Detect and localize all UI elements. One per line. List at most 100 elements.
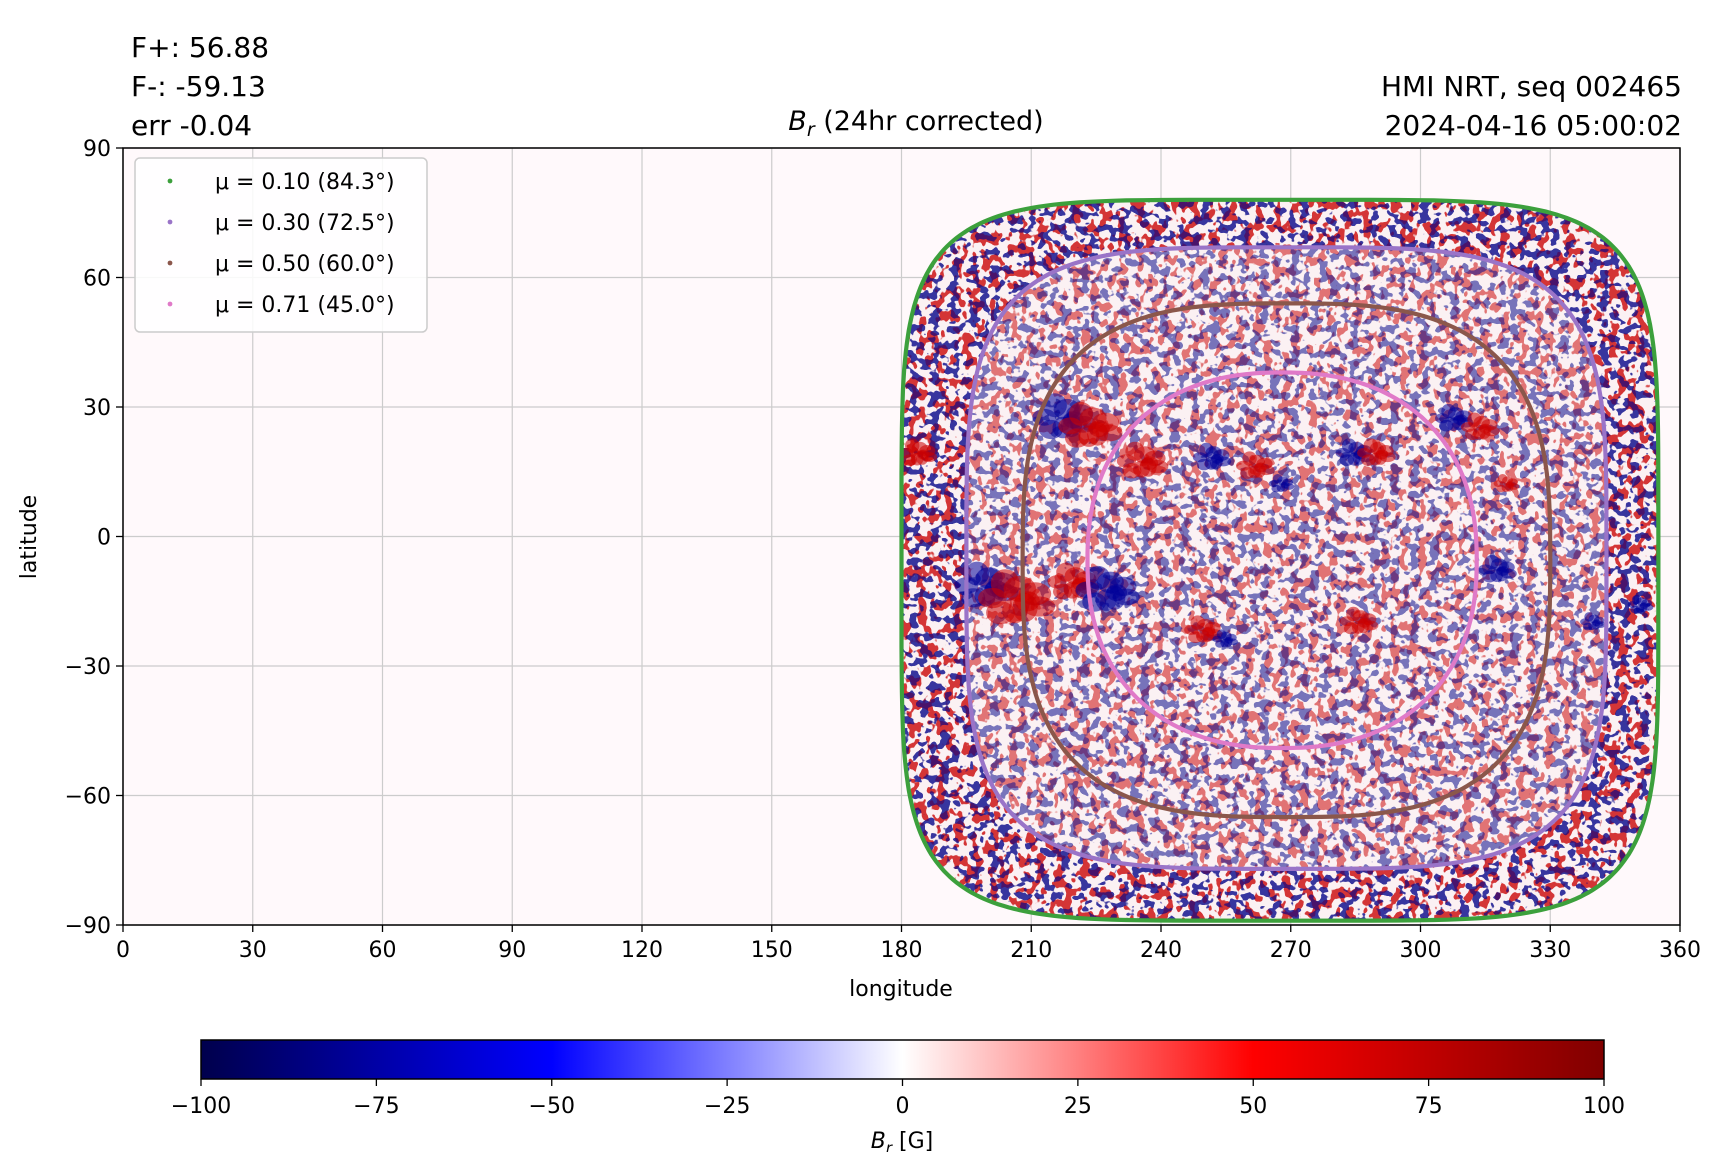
colorbar-tick-label: −75: [353, 1094, 399, 1119]
active-region-positive: [1133, 460, 1150, 478]
active-region-positive: [1363, 438, 1378, 453]
active-region-negative: [1283, 483, 1295, 490]
x-tick-label: 30: [239, 938, 267, 963]
x-tick-label: 330: [1529, 938, 1571, 963]
magnetogram-disk: [901, 199, 1659, 921]
active-region-negative: [1276, 483, 1286, 493]
active-region-negative: [1086, 565, 1111, 590]
x-tick-label: 270: [1270, 938, 1312, 963]
active-region-negative: [1199, 442, 1214, 458]
y-tick-label: 90: [83, 137, 111, 162]
active-region-positive: [1473, 426, 1486, 440]
active-region-positive: [1095, 424, 1123, 442]
colorbar-ticks: −100 −75 −50 −25 0 25 50 75 100: [171, 1079, 1625, 1119]
active-region-positive: [1063, 581, 1081, 599]
x-axis-ticks: 0 30 60 90 120 150 180 210 240 270 300 330 360: [116, 925, 1701, 963]
active-region-negative: [1215, 456, 1232, 467]
active-region-positive: [1242, 451, 1257, 466]
active-region-positive: [1248, 465, 1261, 479]
active-region-negative: [1341, 438, 1357, 453]
active-region-negative: [1112, 588, 1140, 606]
title-symbol: B: [788, 106, 807, 137]
legend-label-1: μ = 0.30 (72.5°): [215, 211, 395, 236]
disk-content: [901, 199, 1659, 921]
active-region-positive: [1125, 441, 1145, 461]
legend-marker-1: [167, 219, 173, 225]
active-region-negative: [1635, 604, 1645, 613]
legend-frame: [134, 157, 428, 333]
active-region-positive: [1379, 452, 1396, 463]
flux-error-text: err -0.04: [131, 109, 253, 142]
active-region-positive: [1056, 562, 1076, 582]
active-region-positive: [1508, 483, 1520, 490]
active-region-positive: [990, 569, 1020, 598]
active-region-negative: [965, 561, 990, 586]
mu-contour-0: [899, 197, 1661, 923]
active-region-positive: [1351, 620, 1365, 634]
colorbar-tick-label: 100: [1583, 1094, 1625, 1119]
active-region-negative: [1584, 612, 1594, 622]
mu-contours: [899, 197, 1661, 923]
active-region-negative: [1484, 555, 1500, 570]
x-tick-label: 360: [1659, 938, 1701, 963]
y-tick-label: −30: [65, 655, 111, 680]
active-region-positive: [1501, 483, 1511, 493]
active-region-negative: [1595, 621, 1606, 628]
legend: μ = 0.10 (84.3°) μ = 0.30 (72.5°) μ = 0.50…: [134, 157, 428, 333]
colorbar-tick-label: 25: [1064, 1094, 1092, 1119]
timestamp-text: 2024-04-16 05:00:02: [1384, 109, 1682, 142]
x-tick-label: 0: [116, 938, 130, 963]
flux-negative-text: F-: -59.13: [131, 70, 266, 103]
x-tick-label: 120: [621, 938, 663, 963]
source-text: HMI NRT, seq 002465: [1380, 70, 1682, 103]
active-region-positive: [1078, 425, 1100, 447]
active-region-negative: [1642, 603, 1654, 611]
active-region-positive: [1467, 412, 1482, 427]
active-region-negative: [1490, 569, 1503, 582]
legend-marker-2: [167, 260, 173, 266]
y-axis-ticks: −90 −60 −30 0 30 60 90: [65, 137, 123, 939]
y-tick-label: −90: [65, 914, 111, 939]
x-tick-label: 150: [751, 938, 793, 963]
y-tick-label: 0: [97, 526, 111, 551]
colorbar-tick-label: −25: [704, 1094, 750, 1119]
mu-contour-3: [1085, 370, 1479, 751]
active-region-negative: [1272, 474, 1283, 484]
active-region-positive: [1497, 474, 1508, 484]
mu-contour-1: [964, 245, 1609, 872]
active-region-positive: [1196, 629, 1209, 643]
active-region-positive: [1362, 620, 1379, 631]
x-tick-label: 210: [1010, 938, 1052, 963]
legend-label-0: μ = 0.10 (84.3°): [215, 170, 395, 195]
limb-negative: [901, 199, 1659, 921]
colorbar-label: Br [G]: [871, 1129, 933, 1152]
active-region-negative: [1500, 568, 1517, 579]
y-tick-label: 60: [83, 267, 111, 292]
active-region-positive: [1346, 606, 1361, 622]
flux-positive-text: F+: 56.88: [131, 31, 270, 64]
x-tick-label: 60: [369, 938, 397, 963]
active-region-negative: [1216, 629, 1227, 639]
legend-marker-0: [167, 178, 173, 184]
active-region-negative: [1441, 403, 1456, 419]
colorbar-label-symbol: B: [871, 1129, 886, 1152]
colorbar-tick-label: 0: [896, 1094, 910, 1119]
active-region-negative: [1042, 393, 1067, 418]
active-region-negative: [1204, 456, 1218, 470]
colorbar-tick-label: −50: [529, 1094, 575, 1119]
active-region-negative: [1588, 621, 1597, 631]
active-region-positive: [921, 452, 938, 463]
chart-title: Br (24hr corrected): [788, 106, 1043, 141]
active-region-positive: [1068, 401, 1093, 426]
y-axis-label: latitude: [17, 495, 42, 579]
active-region-positive: [1369, 452, 1382, 466]
active-region-positive: [910, 452, 924, 466]
x-tick-label: 90: [498, 938, 526, 963]
x-axis-label: longitude: [849, 977, 953, 1002]
active-region-positive: [1146, 459, 1169, 474]
colorbar: [200, 1039, 1605, 1080]
active-region-positive: [1022, 596, 1056, 617]
colorbar-tick-label: −100: [171, 1094, 231, 1119]
legend-label-2: μ = 0.50 (60.0°): [215, 252, 395, 277]
